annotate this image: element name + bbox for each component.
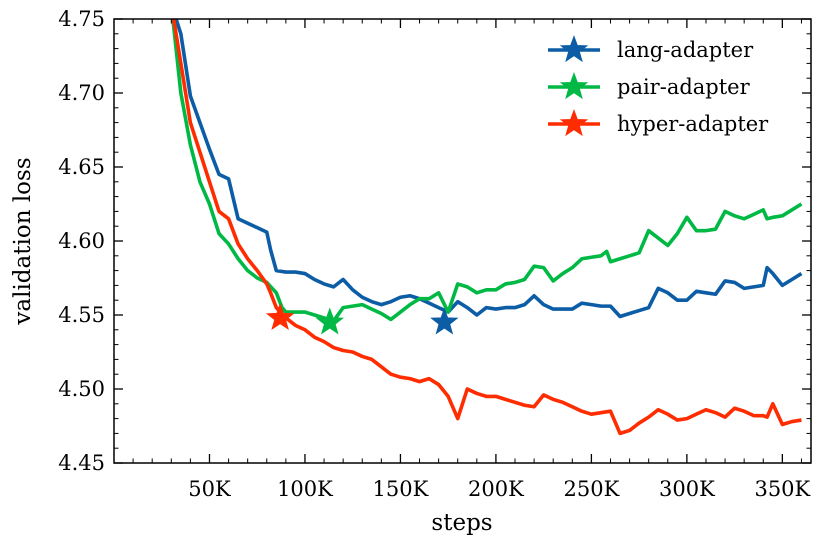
legend-item-hyper-adapter: hyper-adapter <box>548 109 769 137</box>
legend-star-icon <box>559 35 589 63</box>
legend-label: lang-adapter <box>617 38 754 62</box>
y-tick-label: 4.70 <box>58 81 105 105</box>
legend-label: hyper-adapter <box>617 112 769 136</box>
y-axis-label: validation loss <box>10 157 36 325</box>
y-tick-label: 4.50 <box>58 377 105 401</box>
min-marker-lang-adapter <box>430 307 459 335</box>
min-marker-hyper-adapter <box>265 303 295 331</box>
series-line-lang-adapter <box>174 19 803 319</box>
y-tick-label: 4.75 <box>58 7 105 31</box>
series-line-hyper-adapter <box>171 19 802 436</box>
x-tick-label: 200K <box>468 477 524 501</box>
y-tick-label: 4.65 <box>58 155 105 179</box>
y-tick-label: 4.55 <box>58 303 105 327</box>
series-line-pair-adapter <box>171 19 803 323</box>
marker-layer <box>265 303 459 335</box>
legend-item-pair-adapter: pair-adapter <box>548 72 751 100</box>
x-tick-label: 50K <box>188 477 231 501</box>
legend-star-icon <box>559 72 589 100</box>
legend: lang-adapter pair-adapter hyper-adapter <box>548 35 769 137</box>
series-layer <box>171 19 803 436</box>
x-tick-label: 100K <box>277 477 333 501</box>
x-tick-label: 350K <box>754 477 810 501</box>
tick-layer: 50K 100K 150K 200K 250K 300K 350K 4.45 4.50 4.55 4… <box>58 7 811 501</box>
legend-item-lang-adapter: lang-adapter <box>548 35 754 63</box>
x-axis-label: steps <box>431 510 492 536</box>
min-marker-pair-adapter <box>315 307 344 335</box>
legend-label: pair-adapter <box>617 75 751 99</box>
legend-star-icon <box>559 109 589 137</box>
x-tick-label: 300K <box>659 477 715 501</box>
x-tick-label: 150K <box>373 477 429 501</box>
y-tick-label: 4.60 <box>58 229 105 253</box>
x-tick-label: 250K <box>564 477 620 501</box>
y-tick-label: 4.45 <box>58 451 105 475</box>
